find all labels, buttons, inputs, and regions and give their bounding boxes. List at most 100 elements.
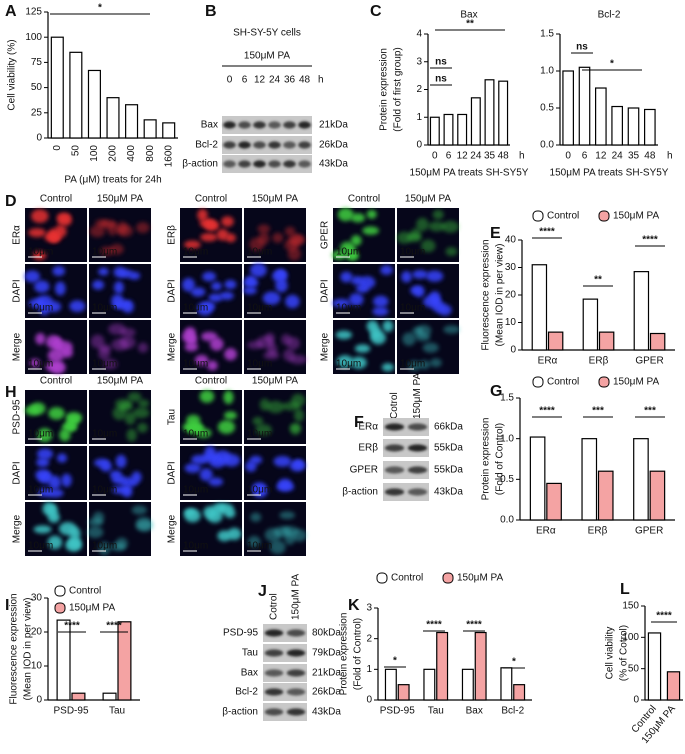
- blot-band: [298, 121, 311, 129]
- blot-band: [286, 649, 306, 657]
- bar: [633, 438, 649, 521]
- bar: [87, 69, 101, 139]
- scale-bar-label: 10μm: [183, 429, 208, 440]
- x-tick-label: 0: [432, 151, 438, 162]
- cell: [249, 455, 263, 465]
- cell: [418, 360, 431, 370]
- y-tick-label: 0: [633, 695, 639, 706]
- bar: [71, 692, 86, 701]
- micrograph-tile: [244, 320, 308, 374]
- x-tick-label: ERα: [536, 526, 556, 537]
- band-size: 80kDa: [312, 628, 341, 639]
- blot-band: [264, 688, 284, 696]
- x-tick-label: Bax: [466, 706, 483, 717]
- cell: [57, 215, 72, 227]
- cell: [256, 336, 274, 349]
- y-tick-label: 0: [416, 140, 422, 151]
- band-size: 26kDa: [312, 687, 341, 698]
- y-tick-label: 50: [628, 663, 640, 674]
- cell: [42, 502, 55, 516]
- cell: [115, 537, 128, 550]
- cell: [279, 511, 296, 520]
- cell: [222, 453, 241, 467]
- blot-strip: [263, 683, 307, 701]
- row-label: ERα: [12, 225, 23, 245]
- cell: [366, 209, 377, 219]
- cell: [28, 298, 46, 309]
- micrograph-tile: [89, 264, 151, 318]
- cell: [257, 224, 271, 234]
- x-tick-label: 12: [595, 151, 607, 162]
- blot-band: [298, 160, 311, 168]
- x-tick-label: GPER: [635, 356, 663, 367]
- cell: [36, 448, 54, 460]
- blot-strip: [263, 664, 307, 682]
- micrograph-tile: [180, 445, 242, 500]
- cell: [396, 231, 413, 244]
- cell: [410, 285, 421, 295]
- y-tick-label: 1.0: [540, 66, 554, 77]
- cell: [191, 454, 209, 465]
- panel-letter: D: [5, 193, 17, 210]
- significance-label: ns: [435, 57, 447, 68]
- cell: [197, 208, 208, 222]
- cell: [65, 539, 82, 552]
- cell: [31, 209, 49, 224]
- bar: [531, 264, 548, 351]
- x-unit: h: [667, 151, 673, 162]
- column-header: 150μM PA: [252, 376, 298, 387]
- cell: [227, 527, 242, 541]
- scale-bar-label: 10μm: [247, 303, 272, 314]
- row-label: GPER: [350, 465, 378, 476]
- cell: [245, 275, 257, 286]
- cell: [430, 358, 442, 368]
- column-header: Control: [195, 376, 227, 387]
- cell: [132, 407, 150, 419]
- cell: [204, 445, 216, 459]
- cell: [100, 219, 117, 229]
- bar: [547, 331, 564, 351]
- x-tick-label: 35: [484, 151, 496, 162]
- micrograph-tile: [89, 208, 151, 262]
- y-axis-label: (Fold of Control): [495, 423, 506, 495]
- micrograph-tile: [25, 208, 87, 262]
- blot-band: [286, 688, 306, 696]
- row-label: Tau: [167, 409, 178, 425]
- blot-strip: [222, 116, 312, 134]
- significance-label: ns: [435, 74, 447, 85]
- significance-label: ****: [106, 621, 122, 632]
- cell: [373, 295, 389, 308]
- scale-bar-label: 10μm: [92, 541, 117, 552]
- scale-bar-label: 10μm: [247, 247, 272, 258]
- cell: [61, 473, 72, 487]
- blot-band: [407, 423, 428, 431]
- band-size: 66kDa: [434, 422, 463, 433]
- bar: [429, 116, 440, 146]
- micrograph-tile: [332, 264, 395, 318]
- bar: [56, 619, 71, 701]
- scale-bar-label: 10μm: [183, 485, 208, 496]
- micrograph-tile: [244, 446, 306, 500]
- y-tick-label: 25: [31, 107, 43, 118]
- x-tick-label: GPER: [635, 526, 663, 537]
- panel-letter: E: [490, 225, 501, 242]
- scale-bar-label: 10μm: [183, 303, 208, 314]
- scale-bar-label: 10μm: [28, 429, 53, 440]
- cell: [416, 324, 432, 337]
- cell: [184, 327, 196, 338]
- cell: [29, 358, 41, 368]
- y-axis-label: (Mean IOD in per view): [23, 598, 34, 701]
- cell: [423, 295, 441, 308]
- cell: [217, 420, 236, 434]
- bar: [649, 470, 666, 521]
- bar: [474, 631, 487, 701]
- blot-strip: [222, 155, 312, 173]
- legend-swatch: [532, 210, 544, 222]
- y-axis-label: (% of Cotrol): [619, 625, 630, 681]
- blot-band: [286, 669, 306, 677]
- blot-band: [264, 649, 284, 657]
- cell: [131, 505, 147, 515]
- cell: [33, 525, 52, 534]
- row-label: Merge: [12, 514, 23, 543]
